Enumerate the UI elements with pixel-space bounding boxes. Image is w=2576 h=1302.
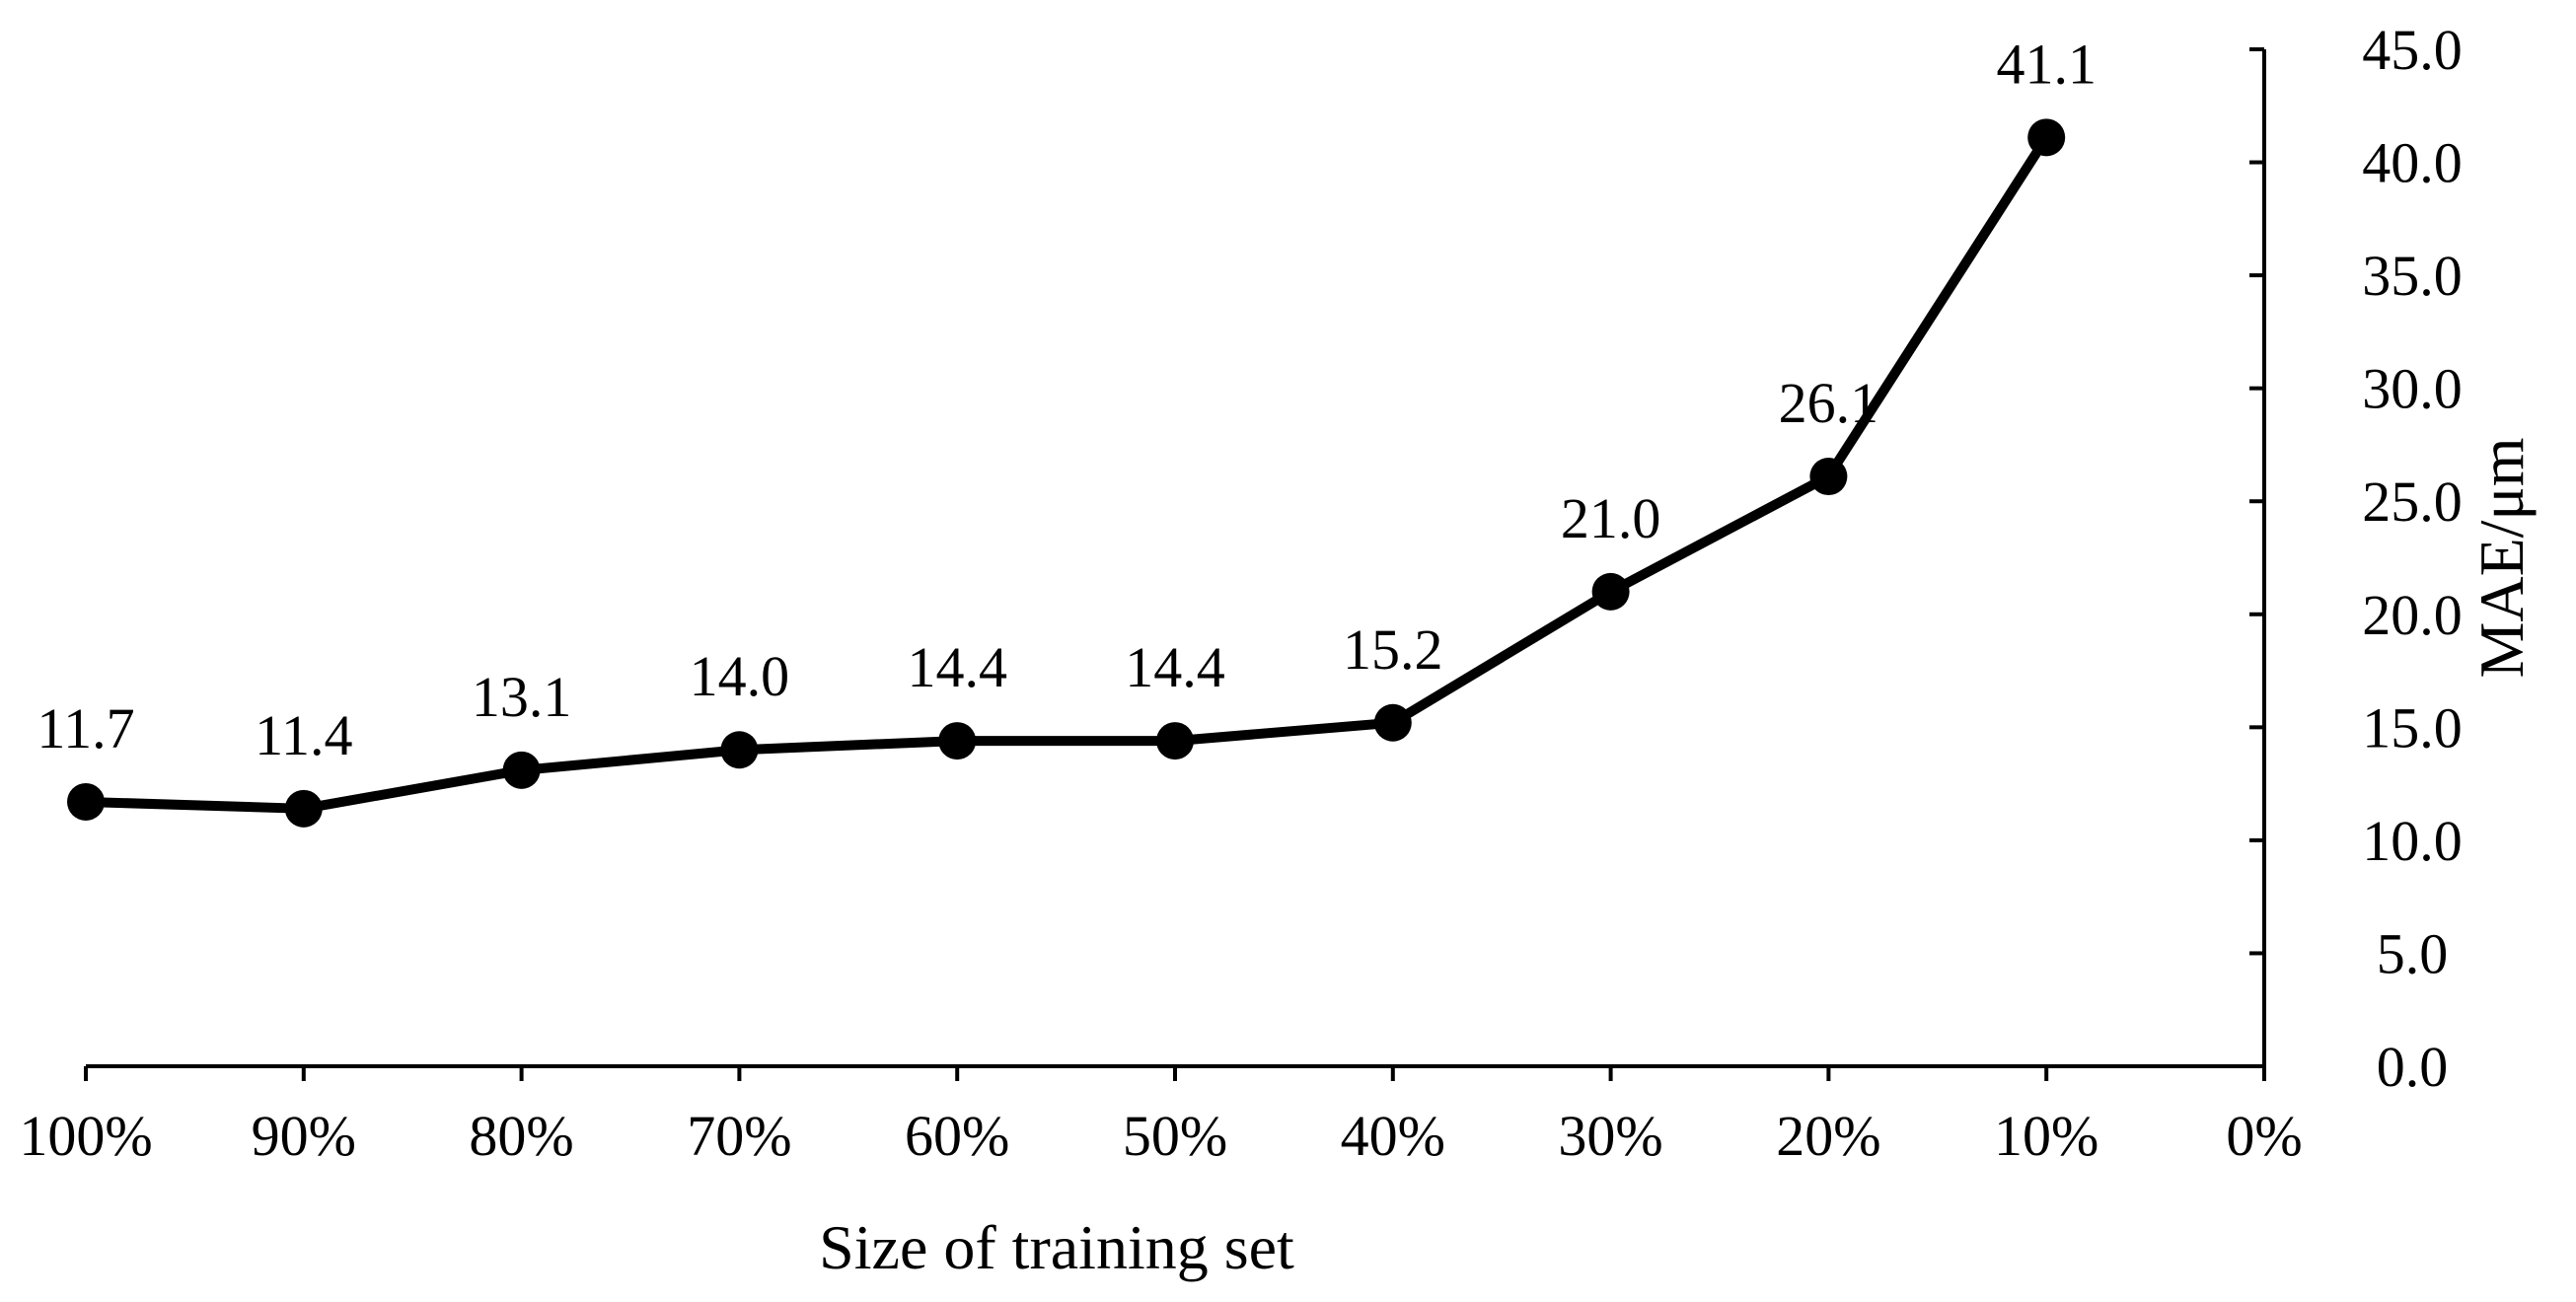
data-point <box>2027 118 2066 157</box>
data-label: 14.4 <box>1125 635 1225 699</box>
x-tick-label: 60% <box>905 1104 1009 1168</box>
y-tick-label: 5.0 <box>2377 921 2449 985</box>
y-tick-label: 30.0 <box>2362 357 2463 421</box>
x-tick-label: 50% <box>1123 1104 1227 1168</box>
data-point <box>1591 572 1630 611</box>
data-point <box>67 782 105 821</box>
data-labels-layer: 11.7 11.4 13.1 14.0 14.4 14.4 15.2 21.0 26.1 41.1 <box>37 32 2097 766</box>
y-tick-label: 0.0 <box>2377 1035 2449 1099</box>
data-point <box>502 751 541 789</box>
data-point <box>1373 703 1412 742</box>
series-line <box>85 134 2051 814</box>
y-tick-label: 15.0 <box>2362 695 2463 760</box>
y-tick-label: 20.0 <box>2362 583 2463 647</box>
data-label: 11.4 <box>255 703 352 767</box>
data-label: 21.0 <box>1561 486 1661 550</box>
x-tick-label: 70% <box>687 1104 791 1168</box>
data-point <box>1809 458 1848 496</box>
data-label: 41.1 <box>1996 32 2097 96</box>
y-tick-label: 35.0 <box>2362 244 2463 308</box>
y-tick-label: 40.0 <box>2362 131 2463 195</box>
x-tick-label: 100% <box>19 1104 152 1168</box>
x-tick-label: 80% <box>469 1104 573 1168</box>
x-tick-label: 20% <box>1776 1104 1880 1168</box>
data-point <box>284 789 323 828</box>
data-label: 11.7 <box>37 696 134 760</box>
x-tick-label: 30% <box>1558 1104 1662 1168</box>
data-label: 15.2 <box>1343 617 1443 682</box>
y-axis-title: MAE/μm <box>2466 437 2537 678</box>
data-point <box>720 731 759 769</box>
y-tick-label: 25.0 <box>2362 470 2463 534</box>
x-tick-label: 0% <box>2226 1104 2302 1168</box>
data-point <box>1156 722 1194 760</box>
series-layer <box>67 118 2066 828</box>
data-point <box>938 722 977 760</box>
data-label: 26.1 <box>1779 371 1879 435</box>
x-tick-label: 10% <box>1994 1104 2098 1168</box>
x-axis-title: Size of training set <box>819 1212 1294 1282</box>
y-tick-label: 10.0 <box>2362 809 2463 873</box>
x-tick-label: 40% <box>1341 1104 1445 1168</box>
y-tick-label: 45.0 <box>2362 18 2463 82</box>
axes: 100% 90% 80% 70% 60% 50% 40% 30% 20% 10% 0% 0.0 5.0 1… <box>19 18 2462 1168</box>
data-label: 13.1 <box>472 665 572 729</box>
data-label: 14.0 <box>690 644 790 708</box>
x-tick-label: 90% <box>252 1104 356 1168</box>
data-label: 14.4 <box>907 635 1007 699</box>
